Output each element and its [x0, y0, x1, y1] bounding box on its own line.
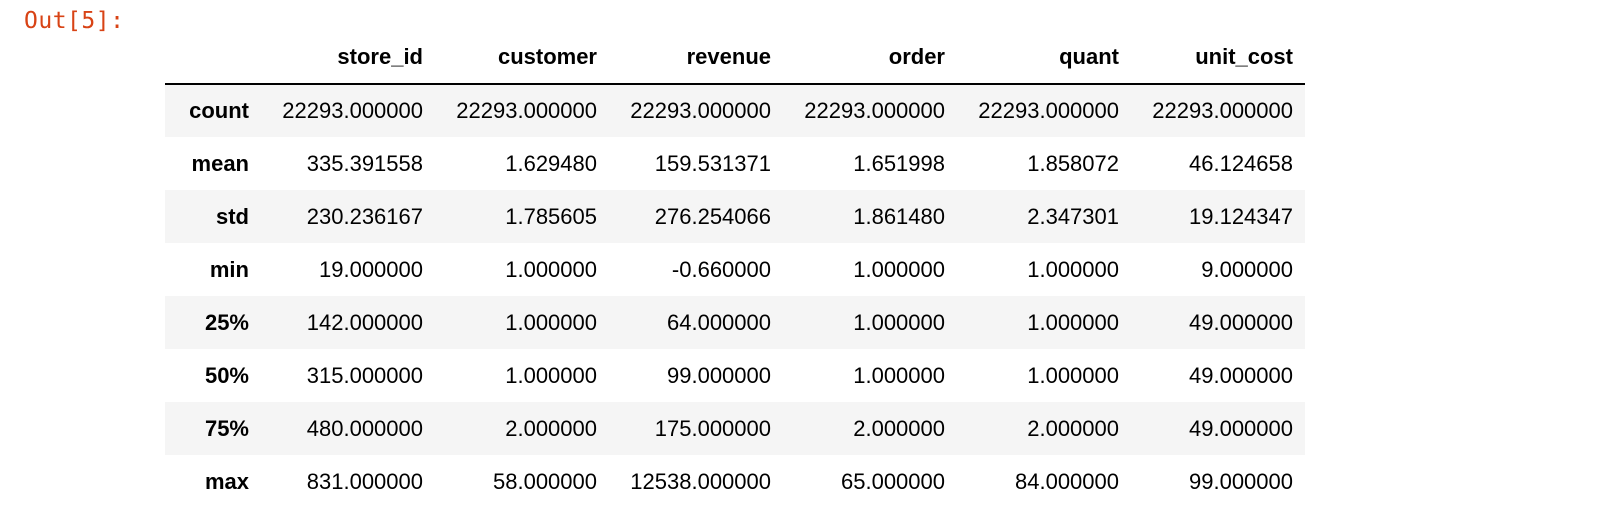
table-cell: 19.000000	[319, 256, 423, 282]
table-cell: 2.000000	[505, 415, 597, 441]
table-cell: 1.629480	[505, 150, 597, 176]
table-cell: 831.000000	[306, 468, 423, 494]
table-cell: 2.347301	[1027, 203, 1119, 229]
column-header: revenue	[609, 30, 783, 85]
table-cell: 1.000000	[505, 309, 597, 335]
table-cell: 1.000000	[505, 362, 597, 388]
table-cell: 22293.000000	[978, 98, 1119, 123]
table-row: 75% 480.000000 2.000000 175.000000 2.000…	[165, 402, 1305, 455]
table-cell: 230.236167	[306, 203, 423, 229]
table-row: max 831.000000 58.000000 12538.000000 65…	[165, 455, 1305, 508]
table-cell: 1.000000	[853, 256, 945, 282]
row-label: 25%	[204, 309, 249, 335]
table-cell: 1.000000	[505, 256, 597, 282]
table-row: count 22293.000000 22293.000000 22293.00…	[165, 84, 1305, 137]
table-cell: 49.000000	[1189, 309, 1293, 335]
table-cell: 1.000000	[853, 362, 945, 388]
column-header: store_id	[261, 30, 435, 85]
table-cell: 2.000000	[1027, 415, 1119, 441]
table-cell: 65.000000	[841, 468, 945, 494]
table-cell: 22293.000000	[282, 98, 423, 123]
column-header: unit_cost	[1131, 30, 1305, 85]
table-cell: 159.531371	[654, 150, 771, 176]
table-cell: 84.000000	[1015, 468, 1119, 494]
table-row: min 19.000000 1.000000 -0.660000 1.00000…	[165, 243, 1305, 296]
table-cell: 175.000000	[654, 415, 771, 441]
table-row: 50% 315.000000 1.000000 99.000000 1.0000…	[165, 349, 1305, 402]
column-header: customer	[435, 30, 609, 85]
table-cell: -0.660000	[671, 256, 771, 282]
table-cell: 22293.000000	[630, 98, 771, 123]
table-cell: 1.000000	[1027, 362, 1119, 388]
describe-table: store_id customer revenue order quant un…	[165, 30, 1305, 508]
table-cell: 64.000000	[667, 309, 771, 335]
table-body: count 22293.000000 22293.000000 22293.00…	[165, 84, 1305, 508]
table-cell: 335.391558	[306, 150, 423, 176]
table-cell: 12538.000000	[630, 468, 771, 494]
table-cell: 315.000000	[306, 362, 423, 388]
table-cell: 22293.000000	[456, 98, 597, 123]
table-cell: 2.000000	[853, 415, 945, 441]
table-row: mean 335.391558 1.629480 159.531371 1.65…	[165, 137, 1305, 190]
table-cell: 49.000000	[1189, 362, 1293, 388]
row-label: 75%	[204, 415, 249, 441]
row-label: 50%	[204, 362, 249, 388]
table-cell: 480.000000	[306, 415, 423, 441]
table-cell: 99.000000	[1189, 468, 1293, 494]
header-row: store_id customer revenue order quant un…	[165, 30, 1305, 85]
table-cell: 22293.000000	[804, 98, 945, 123]
row-label: min	[209, 256, 249, 282]
table-row: 25% 142.000000 1.000000 64.000000 1.0000…	[165, 296, 1305, 349]
column-header: order	[783, 30, 957, 85]
table-cell: 1.000000	[853, 309, 945, 335]
index-header	[165, 30, 261, 85]
table-cell: 46.124658	[1189, 150, 1293, 176]
table-cell: 19.124347	[1189, 203, 1293, 229]
output-prompt: Out[5]:	[24, 8, 125, 34]
row-label: mean	[191, 150, 249, 176]
row-label: std	[216, 203, 249, 229]
table-cell: 1.861480	[853, 203, 945, 229]
table-cell: 99.000000	[667, 362, 771, 388]
table-cell: 9.000000	[1201, 256, 1293, 282]
table-cell: 276.254066	[654, 203, 771, 229]
table-row: std 230.236167 1.785605 276.254066 1.861…	[165, 190, 1305, 243]
table-cell: 1.000000	[1027, 256, 1119, 282]
table-cell: 22293.000000	[1152, 98, 1293, 123]
table-cell: 142.000000	[306, 309, 423, 335]
column-header: quant	[957, 30, 1131, 85]
row-label: count	[189, 98, 249, 123]
table-cell: 1.785605	[505, 203, 597, 229]
table-cell: 58.000000	[493, 468, 597, 494]
table-cell: 1.000000	[1027, 309, 1119, 335]
table-cell: 1.651998	[853, 150, 945, 176]
row-label: max	[204, 468, 249, 494]
table-cell: 1.858072	[1027, 150, 1119, 176]
table-cell: 49.000000	[1189, 415, 1293, 441]
